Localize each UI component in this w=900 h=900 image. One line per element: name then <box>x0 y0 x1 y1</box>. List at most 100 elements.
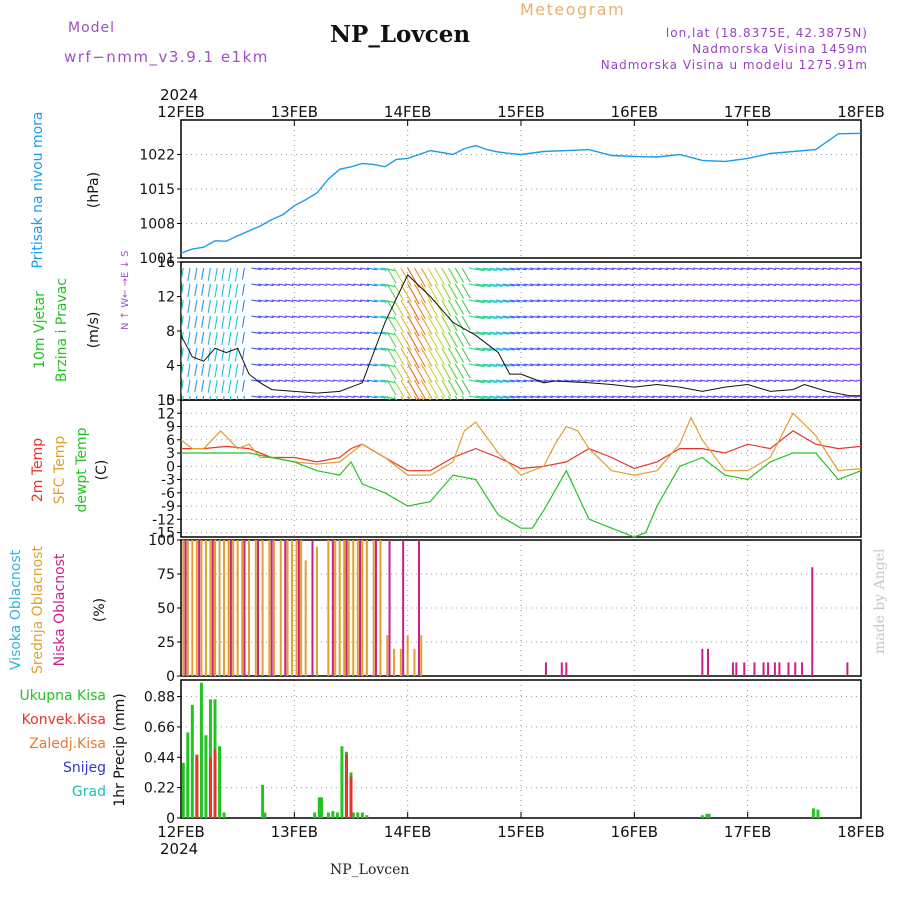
wind-arrow <box>733 331 743 335</box>
wind-arrow <box>543 347 553 351</box>
clouds-bar <box>211 540 214 676</box>
wind-arrow <box>509 315 520 319</box>
wind-arrow <box>631 331 641 335</box>
clouds-bar <box>198 540 201 676</box>
wind-arrow <box>420 267 433 287</box>
wind-arrow <box>214 267 218 282</box>
wind-arrow <box>761 395 770 399</box>
wind-arrow <box>454 379 465 395</box>
wind-arrow <box>706 379 716 382</box>
wind-arrow <box>291 347 301 350</box>
wind-arrow <box>849 331 858 334</box>
wind-arrow <box>407 379 420 400</box>
wind-arrow <box>631 283 641 287</box>
wind-arrow <box>181 331 184 347</box>
y-tick-label: 0.66 <box>144 720 175 736</box>
wind-arrow <box>339 379 348 382</box>
wind-arrow <box>740 347 750 351</box>
wind-arrow <box>611 267 621 271</box>
wind-arrow <box>659 395 669 399</box>
wind-arrow <box>221 299 225 314</box>
wind-arrow <box>339 395 348 398</box>
time-tick-label-bottom: 14FEB <box>384 823 431 841</box>
wind-arrow <box>413 331 427 352</box>
wind-arrow <box>468 267 485 272</box>
wind-arrow <box>801 395 811 399</box>
wind-arrow <box>447 267 458 284</box>
wind-speed-line <box>180 274 861 397</box>
wind-arrow <box>285 347 294 350</box>
wind-arrow <box>733 315 743 319</box>
wind-arrow <box>447 363 458 380</box>
wind-arrow <box>631 395 641 399</box>
wind-arrow <box>209 395 212 400</box>
clouds-bar <box>243 540 246 676</box>
wind-arrow <box>194 267 198 281</box>
wind-arrow <box>264 331 274 335</box>
wind-arrow <box>495 379 510 383</box>
wind-arrow <box>187 315 191 329</box>
wind-arrow <box>359 331 370 335</box>
wind-arrow <box>625 347 635 351</box>
page-title: NP_Lovcen <box>330 21 471 48</box>
wind-arrow <box>271 347 280 350</box>
wind-arrow <box>591 347 601 351</box>
wind-arrow <box>454 347 465 363</box>
wind-arrow <box>835 299 844 302</box>
wind-arrow <box>720 331 729 335</box>
wind-arrow <box>801 363 811 367</box>
wind-arrow <box>822 299 831 302</box>
wind-arrow <box>325 379 335 382</box>
wind-arrow <box>713 267 723 270</box>
wind-arrow <box>332 379 341 382</box>
wind-arrow <box>434 315 446 334</box>
precip-bar <box>213 749 217 818</box>
wind-arrow <box>201 315 205 328</box>
wind-arrow <box>570 331 581 335</box>
wind-arrow <box>441 283 452 301</box>
wind-arrow <box>706 315 716 318</box>
wind-arrow <box>228 331 232 346</box>
wind-arrow <box>652 379 662 383</box>
wind-arrow <box>686 283 695 287</box>
wind-arrow <box>693 331 702 334</box>
wind-arrow <box>659 299 669 303</box>
time-tick-label-top: 14FEB <box>384 103 431 121</box>
clouds-bar <box>347 540 350 676</box>
wind-arrow <box>516 283 527 287</box>
precip-bar <box>349 776 353 818</box>
wind-arrow <box>427 347 439 367</box>
wind-arrow <box>400 363 412 383</box>
wind-arrow <box>686 315 695 319</box>
wind-arrow <box>801 347 811 351</box>
wind-arrow <box>740 267 750 271</box>
wind-arrow <box>305 331 314 334</box>
wind-arrow <box>597 363 608 367</box>
wind-arrow <box>243 395 246 400</box>
wind-arrow <box>427 395 432 400</box>
wind-arrow <box>761 331 770 335</box>
wind-arrow <box>278 283 287 286</box>
wind-arrow <box>625 283 635 287</box>
wind-arrow <box>652 267 662 271</box>
wind-arrow <box>234 331 239 346</box>
wind-arrow <box>570 363 581 367</box>
wind-arrow <box>221 267 225 282</box>
clouds-bar <box>345 540 348 676</box>
time-tick-label-top: 17FEB <box>724 103 771 121</box>
wind-arrow <box>221 331 225 346</box>
wind-arrow <box>808 347 818 351</box>
precip-bar <box>261 784 265 818</box>
clouds-bar <box>544 662 547 676</box>
wind-arrow <box>665 267 675 271</box>
wind-arrow <box>577 363 587 367</box>
wind-arrow <box>563 283 574 287</box>
precip-bar <box>222 812 226 818</box>
wind-arrow <box>754 363 764 367</box>
wind-arrow <box>727 315 736 319</box>
wind-arrow <box>366 299 378 303</box>
wind-arrow <box>319 299 328 302</box>
wind-arrow <box>502 347 515 351</box>
precip-bar <box>344 754 348 818</box>
wind-arrow <box>271 395 280 398</box>
